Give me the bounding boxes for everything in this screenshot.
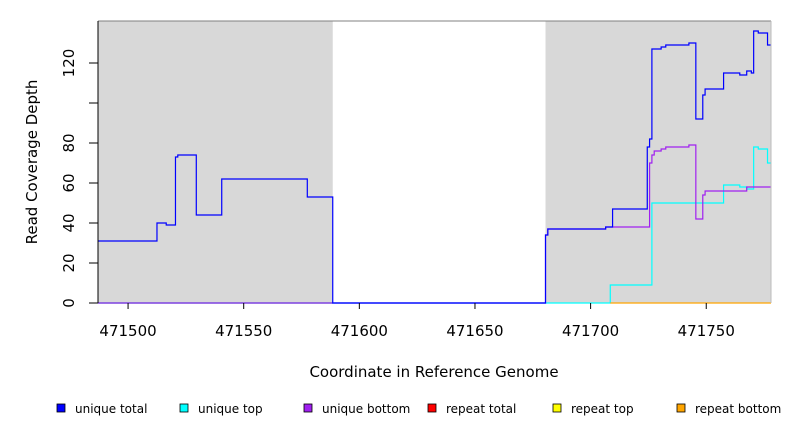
y-tick-label: 120 [60,49,78,78]
legend-label-repeat-bottom: repeat bottom [695,402,781,416]
x-axis-title: Coordinate in Reference Genome [309,363,558,381]
y-axis-title: Read Coverage Depth [23,80,41,245]
x-axis: 471500 471550 471600 471650 471700 471750 [99,303,735,340]
shaded-region-2 [545,21,771,303]
y-tick-label: 80 [60,133,78,152]
series-line-unique-total [98,30,771,304]
plot-frame [97,20,772,303]
x-tick-label: 471550 [215,322,272,340]
shaded-region-1 [98,21,333,303]
legend-label-unique-total: unique total [75,402,147,416]
legend-label-unique-bottom: unique bottom [322,402,410,416]
x-tick-label: 471600 [331,322,388,340]
x-tick-label: 471750 [678,322,735,340]
y-tick-label: 60 [60,173,78,192]
x-tick-label: 471650 [446,322,503,340]
plot-lines [98,30,771,304]
y-tick-label: 20 [60,253,78,272]
legend-label-unique-top: unique top [198,402,263,416]
legend-swatch-repeat-bottom [676,403,686,413]
series-line-unique-top [98,146,771,304]
legend-label-repeat-total: repeat total [446,402,516,416]
legend-swatch-unique-top [179,403,189,413]
legend-swatch-unique-total [56,403,66,413]
y-axis: 0 20 40 60 80 120 [60,49,98,308]
shaded-regions [98,21,771,303]
x-tick-label: 471700 [562,322,619,340]
legend-swatch-repeat-top [552,403,562,413]
legend: unique total unique top unique bottom repea… [56,402,781,416]
legend-swatch-unique-bottom [303,403,313,413]
y-tick-label: 40 [60,213,78,232]
y-tick-label: 0 [60,298,78,308]
legend-label-repeat-top: repeat top [571,402,634,416]
x-tick-label: 471500 [99,322,156,340]
legend-swatch-repeat-total [427,403,437,413]
